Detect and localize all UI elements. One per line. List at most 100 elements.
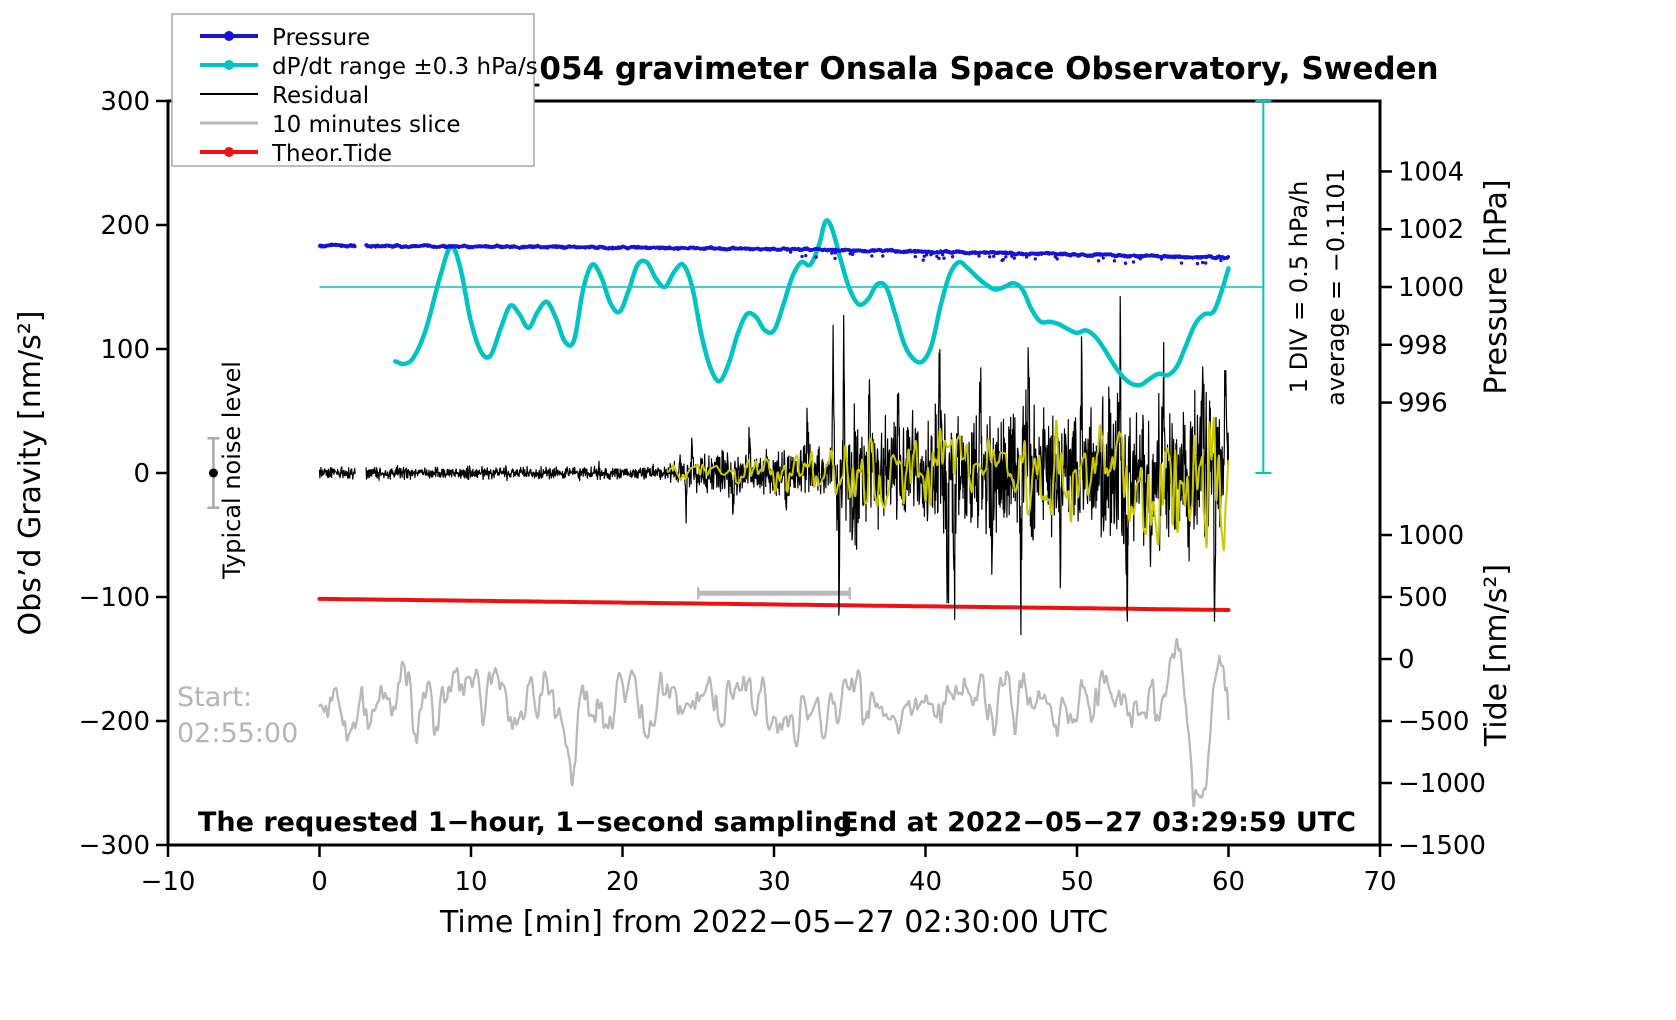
pressure-outlier-dot (1179, 261, 1184, 265)
pressure-outlier-dot (937, 256, 941, 261)
y-left-tick-label: 100 (100, 335, 150, 365)
axes: −10 0 10 20 30 40 50 60 703002001000−100−200−300… (79, 87, 1486, 897)
legend-label-dpdt: dP/dt range ±0.3 hPa/s (272, 54, 538, 80)
y-left-tick-label: −300 (79, 831, 150, 861)
pressure-outlier-dot (830, 251, 834, 255)
legend-item-pressure: Pressure (200, 25, 370, 51)
pressure-outlier-dot (913, 254, 917, 259)
start-time: 02:55:00 (177, 718, 298, 749)
series-pressure (364, 243, 1231, 261)
y-left-tick-label: 300 (100, 87, 150, 117)
noise-marker-dot (208, 468, 218, 478)
x-tick-label: 50 (1060, 867, 1093, 897)
pressure-outlier-dot (788, 250, 793, 254)
pressure-outlier-dot (833, 251, 837, 255)
x-tick-label: 60 (1212, 867, 1245, 897)
series-residual-smoothed (667, 416, 1230, 552)
x-tick-label: 70 (1363, 867, 1396, 897)
pressure-outlier-dot (881, 254, 885, 258)
legend-dot-pressure (224, 31, 234, 41)
series-pressure (317, 242, 357, 249)
pressure-outlier-dot (1112, 259, 1117, 263)
pressure-outlier-dot (814, 255, 818, 259)
pressure-outlier-dot (1219, 258, 1223, 263)
y-left-axis-label: Obs’d Gravity [nm/s²] (13, 311, 48, 636)
pressure-tick-label: 1000 (1398, 273, 1464, 303)
pressure-tick-label: 996 (1398, 389, 1448, 419)
start-label: Start: (177, 682, 252, 713)
pressure-outlier-dot (1203, 261, 1208, 265)
tide-tick-label: 500 (1398, 583, 1448, 613)
sampling-note: The requested 1−hour, 1−second sampling (198, 807, 852, 838)
pressure-outlier-dot (987, 255, 992, 259)
pressure-outlier-dot (950, 255, 955, 259)
y-left-tick-label: −200 (79, 707, 150, 737)
y-left-tick-label: 200 (100, 211, 150, 241)
legend-label-slice: 10 minutes slice (272, 112, 461, 138)
x-tick-label: 10 (454, 867, 487, 897)
pressure-outlier-dot (940, 252, 945, 257)
x-tick-label: 40 (909, 867, 942, 897)
pressure-outlier-dot (924, 253, 929, 257)
pressure-outlier-dot (1159, 257, 1164, 261)
pressure-outlier-dot (1138, 256, 1143, 261)
legend-label-residual: Residual (272, 83, 369, 109)
legend-label-tide: Theor.Tide (271, 141, 392, 167)
pressure-outlier-dot (1055, 257, 1059, 261)
series-10-minutes-slice (318, 637, 1230, 808)
legend-item-dpdt-range: dP/dt range ±0.3 hPa/s (200, 54, 538, 80)
average-label: average = −0.1101 (1322, 168, 1350, 406)
legend-dot-tide (224, 147, 234, 157)
pressure-outlier-dot (1033, 257, 1037, 261)
pressure-outlier-dot (1012, 256, 1017, 260)
pressure-outlier-dot (1096, 259, 1101, 263)
plot-series (317, 218, 1231, 808)
legend-item-theor-tide: Theor.Tide (200, 141, 392, 167)
pressure-outlier-dot (1131, 260, 1136, 264)
x-tick-label: −10 (141, 867, 196, 897)
x-tick-label: 20 (606, 867, 639, 897)
series-theor-tide (317, 596, 1231, 612)
pressure-outlier-dot (833, 256, 837, 261)
y-left-tick-label: −100 (79, 583, 150, 613)
tide-tick-label: −500 (1398, 707, 1469, 737)
y-left-tick-label: 0 (133, 459, 150, 489)
pressure-outlier-dot (977, 254, 981, 258)
pressure-outlier-dot (1000, 258, 1004, 263)
pressure-outlier-dot (992, 254, 996, 259)
legend: Pressure dP/dt range ±0.3 hPa/s Residual… (171, 13, 538, 167)
tide-tick-label: −1000 (1398, 769, 1486, 799)
pressure-axis-label: Pressure [hPa] (1479, 179, 1514, 394)
x-tick-label: 30 (757, 867, 790, 897)
div-scale-label: 1 DIV = 0.5 hPa/h (1285, 181, 1313, 394)
tide-tick-label: 0 (1398, 645, 1415, 675)
pressure-outlier-dot (870, 254, 874, 258)
noise-level-label: Typical noise level (218, 361, 246, 580)
pressure-tick-label: 1004 (1398, 157, 1464, 187)
legend-item-residual: Residual (200, 83, 369, 109)
pressure-outlier-dot (1195, 261, 1200, 266)
pressure-tick-label: 1002 (1398, 215, 1464, 245)
pressure-tick-label: 998 (1398, 331, 1448, 361)
series-dpdt (393, 218, 1231, 388)
chart-title: SCG_054 gravimeter Onsala Space Observat… (453, 51, 1438, 87)
tide-tick-label: −1500 (1398, 831, 1486, 861)
end-time-note: End at 2022−05−27 03:29:59 UTC (840, 807, 1356, 838)
series-residual (365, 295, 1230, 636)
pressure-outlier-dot (848, 251, 852, 256)
pressure-outlier-dot (921, 258, 925, 262)
pressure-outlier-dot (1200, 260, 1205, 265)
series-residual (318, 466, 356, 480)
legend-item-slice: 10 minutes slice (200, 112, 461, 138)
x-axis-label: Time [min] from 2022−05−27 02:30:00 UTC (439, 905, 1108, 940)
pressure-outlier-dot (1024, 255, 1029, 259)
pressure-outlier-dot (804, 253, 808, 258)
pressure-outlier-dot (929, 252, 933, 257)
pressure-outlier-dot (1101, 256, 1105, 260)
pressure-outlier-dot (1010, 254, 1014, 258)
annotation-shapes (207, 100, 1272, 600)
tide-tick-label: 1000 (1398, 521, 1464, 551)
x-tick-label: 0 (311, 867, 328, 897)
